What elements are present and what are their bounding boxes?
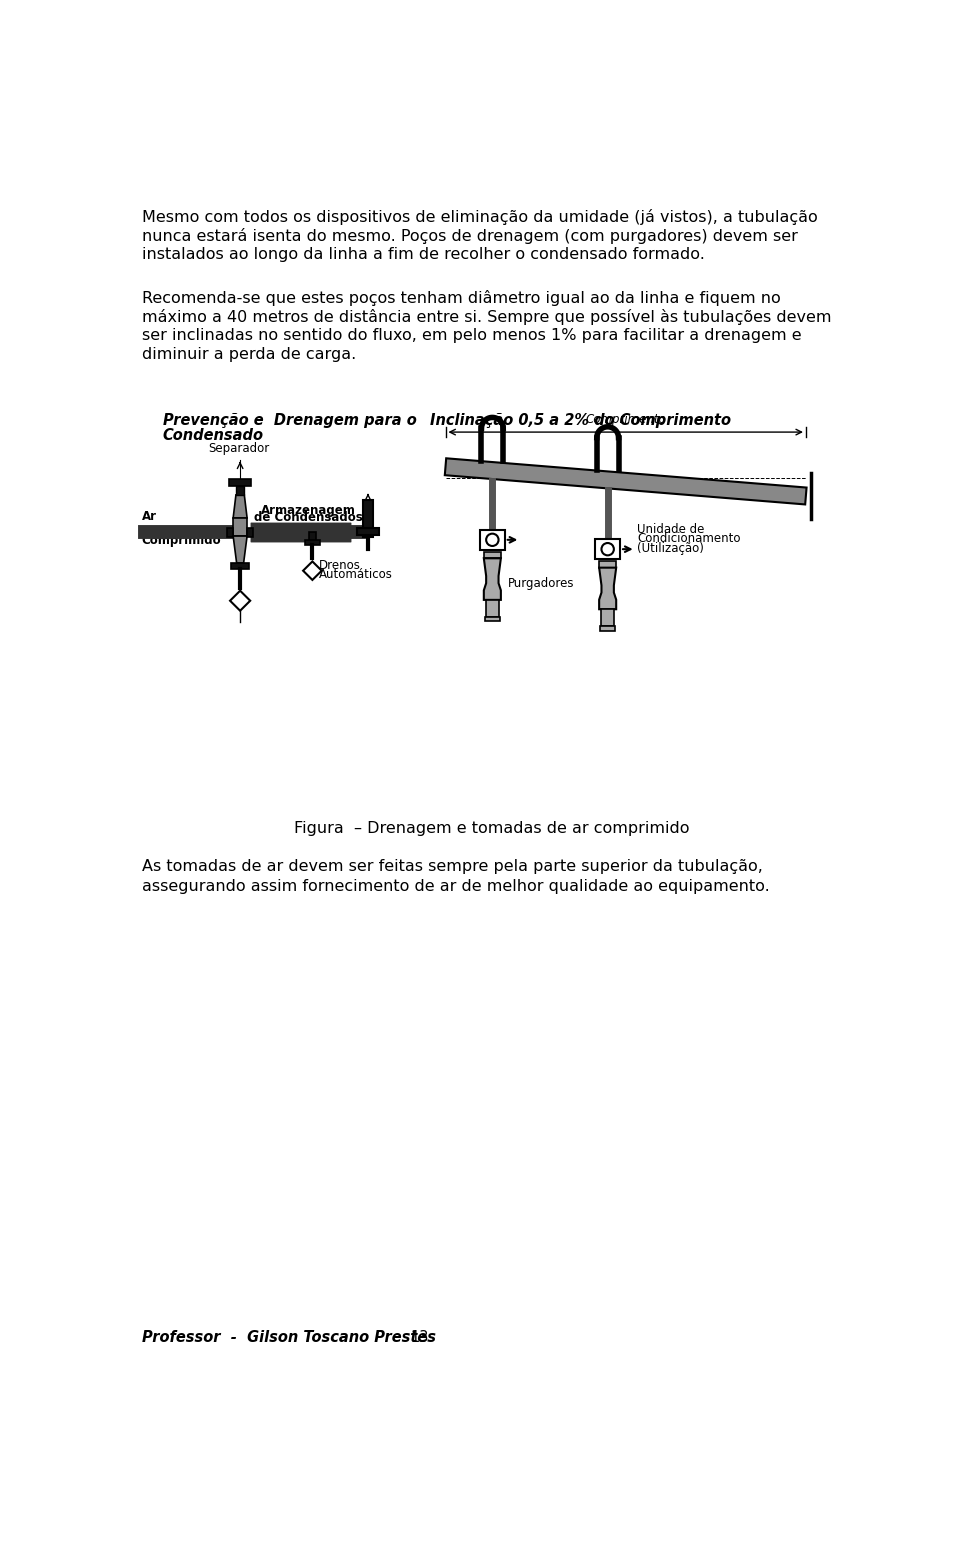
- Text: Comprimido: Comprimido: [142, 533, 222, 547]
- Bar: [486, 599, 498, 616]
- Text: máximo a 40 metros de distância entre si. Sempre que possível às tubulações deve: máximo a 40 metros de distância entre si…: [142, 308, 831, 325]
- Text: (Utilização): (Utilização): [637, 541, 704, 555]
- Text: ser inclinadas no sentido do fluxo, em pelo menos 1% para facilitar a drenagem e: ser inclinadas no sentido do fluxo, em p…: [142, 328, 802, 344]
- Polygon shape: [230, 590, 251, 610]
- Text: Ar: Ar: [142, 510, 156, 522]
- Bar: [227, 527, 233, 536]
- Bar: [308, 532, 316, 541]
- Text: Prevenção e  Drenagem para o: Prevenção e Drenagem para o: [162, 413, 417, 428]
- Circle shape: [486, 533, 498, 546]
- Bar: [247, 527, 253, 536]
- Text: Mesmo com todos os dispositivos de eliminação da umidade (já vistos), a tubulaçã: Mesmo com todos os dispositivos de elimi…: [142, 208, 818, 225]
- Bar: [480, 530, 505, 550]
- Text: diminuir a perda de carga.: diminuir a perda de carga.: [142, 347, 356, 362]
- Text: assegurando assim fornecimento de ar de melhor qualidade ao equipamento.: assegurando assim fornecimento de ar de …: [142, 878, 770, 894]
- Bar: [357, 527, 379, 535]
- Text: Condensado: Condensado: [162, 428, 264, 444]
- Bar: [600, 626, 615, 630]
- Text: instalados ao longo da linha a fim de recolher o condensado formado.: instalados ao longo da linha a fim de re…: [142, 247, 705, 262]
- Text: Recomenda-se que estes poços tenham diâmetro igual ao da linha e fiquem no: Recomenda-se que estes poços tenham diâm…: [142, 290, 780, 305]
- Text: Condicionamento: Condicionamento: [637, 532, 740, 546]
- Text: Unidade de: Unidade de: [637, 522, 705, 536]
- Bar: [602, 609, 613, 626]
- Bar: [231, 562, 249, 569]
- Text: Separador: Separador: [208, 442, 269, 455]
- Text: Purgadores: Purgadores: [508, 578, 574, 590]
- Text: 13: 13: [411, 1330, 429, 1345]
- Bar: [236, 485, 244, 495]
- Text: Professor  -  Gilson Toscano Prestes: Professor - Gilson Toscano Prestes: [142, 1330, 436, 1345]
- Text: Drenos: Drenos: [319, 559, 360, 572]
- Bar: [363, 499, 372, 536]
- Text: Armazenagem: Armazenagem: [260, 504, 355, 516]
- Circle shape: [602, 542, 613, 555]
- Bar: [304, 539, 320, 544]
- Text: Figura  – Drenagem e tomadas de ar comprimido: Figura – Drenagem e tomadas de ar compri…: [295, 821, 689, 835]
- Bar: [485, 616, 500, 621]
- Bar: [484, 552, 501, 558]
- Bar: [233, 518, 247, 536]
- Polygon shape: [484, 558, 501, 599]
- Bar: [599, 561, 616, 567]
- Polygon shape: [303, 561, 322, 579]
- Polygon shape: [599, 567, 616, 609]
- Text: Automáticos: Automáticos: [319, 569, 393, 581]
- Text: de Condensados: de Condensados: [253, 512, 362, 524]
- Text: Comprimento: Comprimento: [586, 413, 666, 425]
- Bar: [229, 479, 251, 485]
- Text: As tomadas de ar devem ser feitas sempre pela parte superior da tubulação,: As tomadas de ar devem ser feitas sempre…: [142, 860, 762, 874]
- Polygon shape: [233, 495, 247, 518]
- Text: Inclinação 0,5 a 2% do Comprimento: Inclinação 0,5 a 2% do Comprimento: [430, 413, 731, 428]
- Polygon shape: [233, 536, 247, 562]
- Text: nunca estará isenta do mesmo. Poços de drenagem (com purgadores) devem ser: nunca estará isenta do mesmo. Poços de d…: [142, 228, 798, 243]
- Polygon shape: [444, 458, 806, 504]
- Bar: [595, 539, 620, 559]
